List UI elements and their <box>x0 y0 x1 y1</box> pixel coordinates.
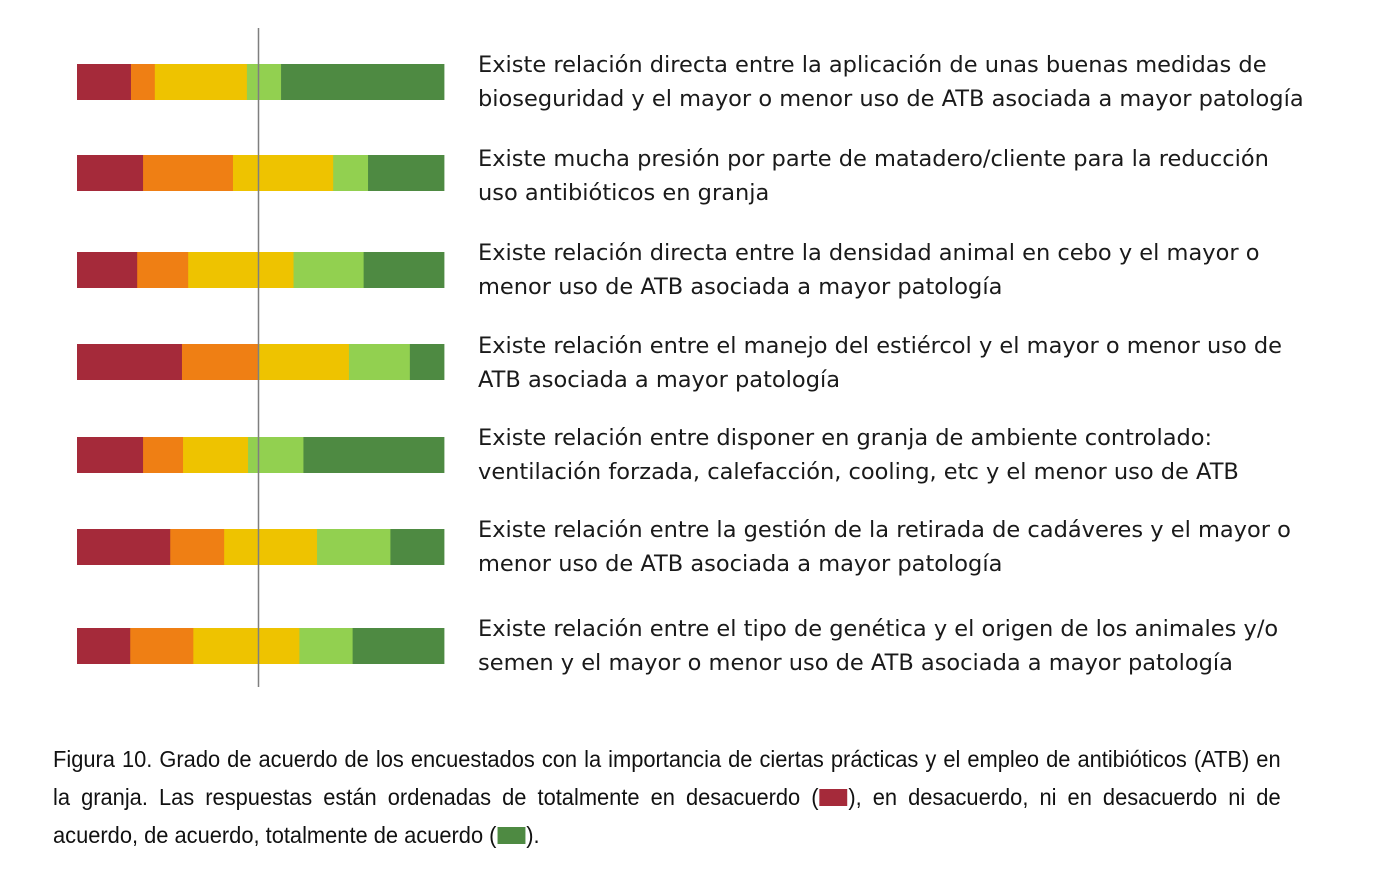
bar-segment-desacuerdo-row-0 <box>130 64 156 100</box>
bar-segment-ni-ni-row-5 <box>224 529 318 565</box>
bar-segment-ni-ni-row-3 <box>257 344 350 380</box>
bar-segment-desacuerdo-row-2 <box>137 252 189 288</box>
bars-group <box>77 64 445 664</box>
statement-line: Existe mucha presión por parte de matade… <box>478 146 1269 172</box>
bar-segment-totalmente-desacuerdo-row-3 <box>77 344 183 380</box>
bar-segment-totalmente-acuerdo-row-2 <box>363 252 445 288</box>
statement-line: Existe relación directa entre la densida… <box>478 240 1260 266</box>
bar-segment-desacuerdo-row-5 <box>170 529 225 565</box>
bar-segment-totalmente-acuerdo-row-1 <box>368 155 445 191</box>
statement-line: ATB asociada a mayor patología <box>478 367 841 393</box>
swatch-totalmente-acuerdo <box>497 827 526 844</box>
bar-segment-totalmente-acuerdo-row-5 <box>390 529 445 565</box>
figure-caption: Figura 10. Grado de acuerdo de los encue… <box>53 740 1281 854</box>
statement-line: bioseguridad y el mayor o menor uso de A… <box>478 86 1304 112</box>
bar-segment-totalmente-acuerdo-row-6 <box>352 628 445 664</box>
bar-segment-de-acuerdo-row-4 <box>248 437 304 473</box>
caption-text: ), en desacuerdo, ni en desacuerdo ni de… <box>53 784 1281 848</box>
statement-4: Existe relación entre disponer en granja… <box>478 421 1358 489</box>
caption-text: Figura 10. Grado de acuerdo de los encue… <box>53 746 1281 810</box>
statement-line: menor uso de ATB asociada a mayor patolo… <box>478 551 1003 577</box>
bar-segment-desacuerdo-row-1 <box>143 155 234 191</box>
statement-line: Existe relación entre el manejo del esti… <box>478 333 1283 359</box>
bar-segment-totalmente-desacuerdo-row-6 <box>77 628 131 664</box>
bar-segment-desacuerdo-row-6 <box>130 628 194 664</box>
bar-segment-totalmente-desacuerdo-row-4 <box>77 437 144 473</box>
statement-6: Existe relación entre el tipo de genétic… <box>478 612 1358 680</box>
bar-segment-de-acuerdo-row-2 <box>293 252 365 288</box>
statement-line: uso antibióticos en granja <box>478 180 770 206</box>
bar-segment-desacuerdo-row-4 <box>143 437 184 473</box>
bar-segment-totalmente-acuerdo-row-4 <box>303 437 445 473</box>
statement-line: ventilación forzada, calefacción, coolin… <box>478 459 1239 485</box>
stacked-bar-chart <box>77 28 445 687</box>
swatch-totalmente-desacuerdo <box>819 789 848 806</box>
statement-line: menor uso de ATB asociada a mayor patolo… <box>478 274 1003 300</box>
bar-segment-de-acuerdo-row-6 <box>299 628 354 664</box>
bar-segment-ni-ni-row-6 <box>193 628 300 664</box>
bar-segment-ni-ni-row-4 <box>183 437 249 473</box>
caption-text: ). <box>526 822 540 848</box>
bar-segment-de-acuerdo-row-0 <box>246 64 282 100</box>
bar-segment-totalmente-desacuerdo-row-1 <box>77 155 144 191</box>
bar-segment-totalmente-desacuerdo-row-2 <box>77 252 138 288</box>
bar-segment-de-acuerdo-row-3 <box>348 344 411 380</box>
statement-line: Existe relación directa entre la aplicac… <box>478 52 1267 78</box>
statement-line: Existe relación entre el tipo de genétic… <box>478 616 1279 642</box>
bar-segment-desacuerdo-row-3 <box>181 344 259 380</box>
statement-1: Existe mucha presión por parte de matade… <box>478 142 1358 210</box>
bar-segment-ni-ni-row-2 <box>188 252 294 288</box>
statement-5: Existe relación entre la gestión de la r… <box>478 513 1358 581</box>
statement-line: Existe relación entre la gestión de la r… <box>478 517 1291 543</box>
bar-segment-totalmente-desacuerdo-row-5 <box>77 529 171 565</box>
statement-line: semen y el mayor o menor uso de ATB asoc… <box>478 650 1233 676</box>
bar-segment-de-acuerdo-row-5 <box>317 529 391 565</box>
statement-0: Existe relación directa entre la aplicac… <box>478 48 1358 116</box>
bar-segment-ni-ni-row-1 <box>232 155 334 191</box>
bar-segment-totalmente-acuerdo-row-3 <box>409 344 445 380</box>
statement-3: Existe relación entre el manejo del esti… <box>478 329 1358 397</box>
bar-segment-ni-ni-row-0 <box>154 64 248 100</box>
bar-segment-totalmente-desacuerdo-row-0 <box>77 64 132 100</box>
bar-segment-de-acuerdo-row-1 <box>333 155 369 191</box>
statement-2: Existe relación directa entre la densida… <box>478 236 1358 304</box>
statement-line: Existe relación entre disponer en granja… <box>478 425 1213 451</box>
bar-segment-totalmente-acuerdo-row-0 <box>281 64 445 100</box>
